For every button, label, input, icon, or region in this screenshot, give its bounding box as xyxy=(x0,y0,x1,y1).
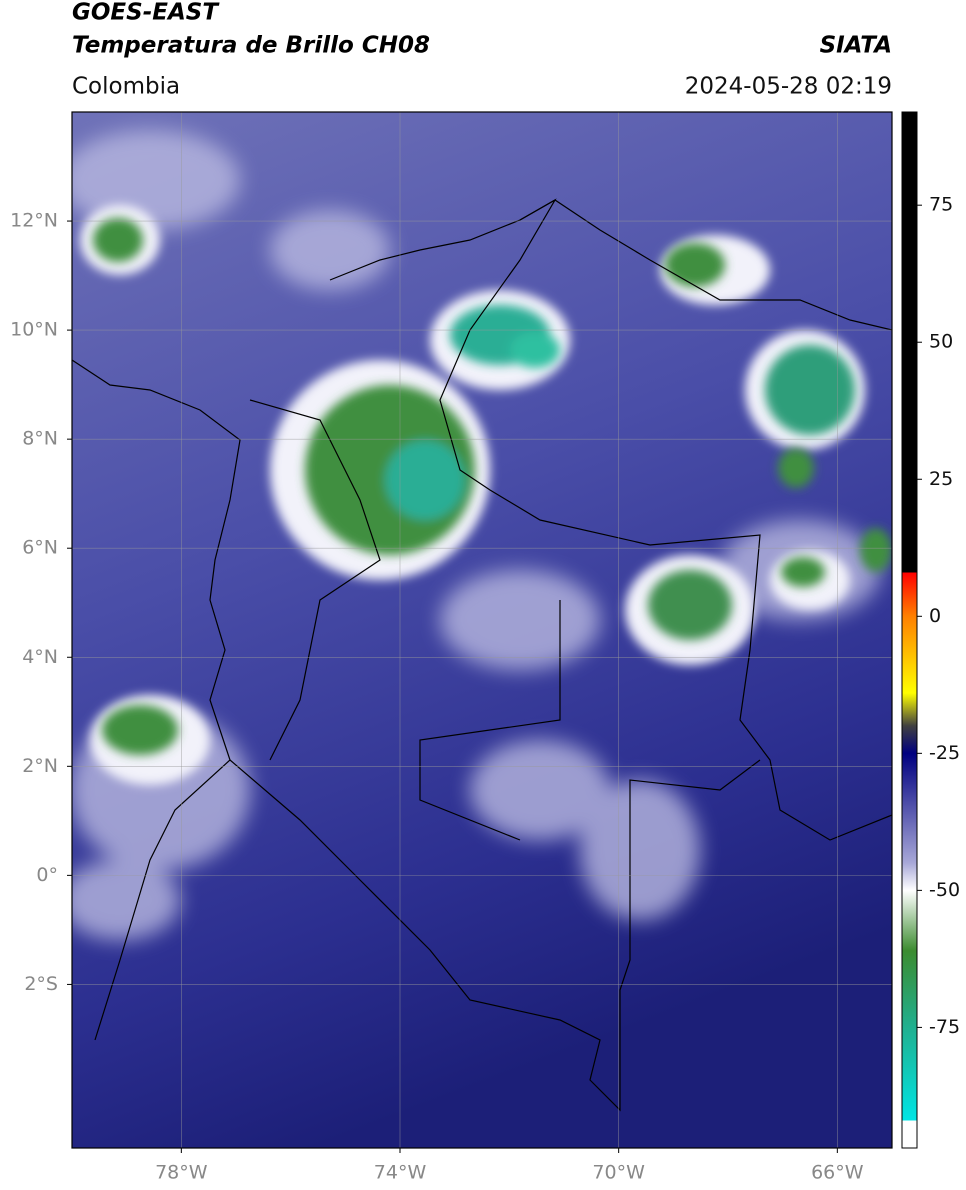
source: SIATA xyxy=(820,33,892,59)
x-tick-label: 70°W xyxy=(592,1162,645,1184)
y-tick-label: 4°N xyxy=(22,646,58,668)
imagery xyxy=(72,112,892,1148)
x-tick-label: 78°W xyxy=(155,1162,208,1184)
region: Colombia xyxy=(72,74,180,100)
deep-convection xyxy=(93,218,892,755)
colorbar-tick-label: 25 xyxy=(929,468,953,490)
colorbar xyxy=(901,111,918,1149)
y-tick-label: 2°S xyxy=(24,973,58,995)
y-tick-label: 8°N xyxy=(22,428,58,450)
colorbar-tick-label: -75 xyxy=(929,1016,960,1038)
y-tick-label: 0° xyxy=(36,864,58,886)
colorbar-tick-label: 0 xyxy=(929,605,941,627)
x-tick-label: 66°W xyxy=(811,1162,864,1184)
title: GOES-EAST xyxy=(72,0,220,26)
colorbar-tick-label: 75 xyxy=(929,194,953,216)
colorbar-tick-label: -25 xyxy=(929,742,960,764)
y-tick-label: 6°N xyxy=(22,537,58,559)
grid xyxy=(72,112,892,1148)
subtitle: Temperatura de Brillo CH08 xyxy=(72,33,430,59)
x-tick-label: 74°W xyxy=(374,1162,427,1184)
y-tick-label: 10°N xyxy=(10,319,58,341)
colorbar-tick-label: -50 xyxy=(929,879,960,901)
map-frame xyxy=(71,111,893,1149)
y-tick-label: 12°N xyxy=(10,210,58,232)
borders xyxy=(72,198,892,1112)
colorbar-tick-label: 50 xyxy=(929,331,953,353)
y-tick-label: 2°N xyxy=(22,755,58,777)
timestamp: 2024-05-28 02:19 xyxy=(685,74,892,100)
